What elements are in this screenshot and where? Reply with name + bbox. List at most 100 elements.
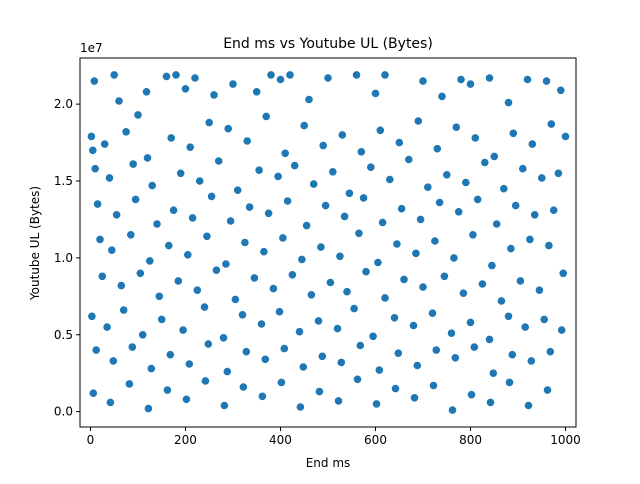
scatter-point — [173, 276, 183, 286]
scatter-point — [285, 70, 295, 80]
scatter-point — [393, 348, 403, 358]
scatter-point — [325, 277, 335, 288]
scatter-point — [450, 353, 460, 363]
scatter-point — [503, 311, 514, 321]
scatter-point — [274, 307, 285, 317]
scatter-point — [465, 317, 476, 327]
scatter-point — [333, 396, 344, 406]
scatter-point — [389, 313, 400, 323]
scatter-point — [469, 342, 479, 352]
scatter-point — [100, 139, 110, 149]
scatter-point — [242, 136, 252, 146]
scatter-point — [339, 211, 350, 221]
scatter-point — [318, 141, 328, 151]
scatter-point — [484, 334, 495, 344]
scatter-point — [392, 239, 402, 249]
scatter-point — [124, 379, 134, 389]
scatter-point — [375, 125, 385, 135]
scatter-point — [507, 350, 517, 360]
scatter-point — [323, 73, 333, 83]
scatter-point — [301, 221, 312, 231]
scatter-point — [142, 153, 153, 163]
scatter-point — [138, 330, 148, 340]
scatter-point — [299, 121, 309, 131]
scatter-point — [539, 314, 549, 324]
scatter-point — [95, 234, 105, 244]
scatter-point — [451, 122, 461, 132]
data-points — [86, 70, 571, 415]
y-tick-label: 2.0 — [54, 97, 73, 111]
axes-frame — [79, 57, 577, 428]
scatter-point — [385, 174, 395, 185]
scatter-point — [511, 201, 521, 211]
scatter-point — [237, 310, 248, 320]
scatter-point — [278, 233, 288, 243]
scatter-point — [356, 147, 366, 157]
scatter-point — [108, 356, 118, 366]
scatter-point — [342, 287, 352, 297]
scatter-point — [169, 205, 179, 215]
scatter-point — [195, 176, 205, 186]
scatter-point — [127, 342, 137, 352]
scatter-point — [446, 328, 457, 338]
scatter-point — [261, 111, 271, 122]
scatter-point — [162, 385, 172, 395]
scatter-point — [380, 70, 390, 80]
scatter-point — [423, 182, 433, 192]
scatter-point — [280, 148, 290, 158]
scatter-point — [503, 98, 514, 108]
scatter-point — [428, 380, 439, 391]
x-axis-label: End ms — [306, 456, 351, 470]
scatter-point — [557, 325, 567, 335]
scatter-point — [337, 130, 347, 140]
scatter-point — [214, 156, 224, 166]
scatter-point — [371, 399, 382, 409]
scatter-point — [89, 76, 99, 86]
scatter-point — [492, 219, 502, 229]
scatter-point — [230, 294, 240, 304]
scatter-point — [171, 70, 181, 80]
scatter-point — [152, 219, 162, 229]
scatter-point — [366, 162, 376, 172]
scatter-point — [314, 386, 324, 397]
scatter-point — [257, 391, 267, 401]
scatter-point — [219, 400, 229, 411]
scatter-point — [449, 253, 459, 263]
scatter-point — [354, 228, 364, 238]
scatter-point — [473, 194, 483, 204]
scatter-point — [233, 185, 243, 195]
scatter-point — [396, 204, 407, 214]
scatter-point — [518, 164, 528, 174]
scatter-point — [377, 217, 388, 228]
scatter-point — [408, 320, 419, 331]
scatter-point — [128, 159, 138, 169]
scatter-point — [430, 236, 440, 246]
scatter-point — [184, 359, 194, 369]
scatter-point — [209, 90, 219, 100]
scatter-point — [411, 248, 421, 258]
scatter-point — [370, 88, 381, 99]
scatter-point — [409, 393, 420, 403]
scatter-point — [211, 265, 221, 275]
scatter-point — [268, 283, 278, 294]
scatter-point — [399, 274, 409, 284]
scatter-point — [442, 170, 452, 180]
scatter-point — [373, 257, 383, 268]
scatter-point — [320, 201, 331, 211]
scatter-point — [256, 319, 267, 329]
scatter-point — [316, 242, 326, 252]
scatter-point — [165, 350, 175, 360]
scatter-point — [112, 210, 122, 220]
scatter-point — [91, 345, 101, 355]
scatter-point — [368, 331, 378, 341]
scatter-point — [126, 230, 136, 240]
scatter-point — [466, 390, 477, 400]
scatter-point — [273, 171, 283, 181]
scatter-point — [102, 322, 112, 332]
scatter-point — [504, 377, 515, 387]
scatter-point — [161, 71, 172, 82]
scatter-point — [221, 259, 231, 269]
scatter-point — [185, 142, 195, 152]
scatter-point — [164, 241, 174, 251]
